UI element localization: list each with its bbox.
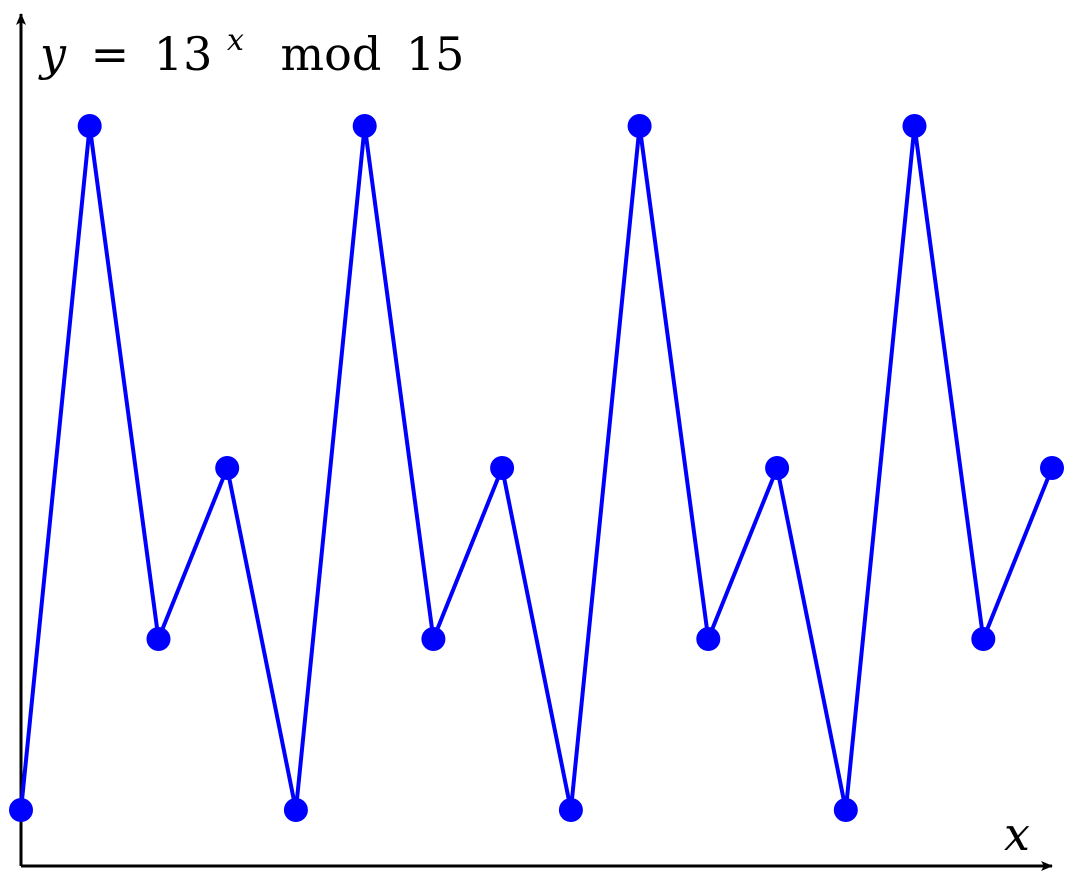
title-exponent: x: [227, 23, 244, 58]
data-point-0: [9, 798, 33, 822]
data-point-2: [146, 627, 171, 651]
data-point-10: [696, 627, 721, 651]
data-series: [9, 114, 1064, 822]
data-point-3: [215, 456, 240, 480]
data-point-14: [971, 627, 996, 651]
title-y: y: [38, 27, 67, 81]
data-point-9: [627, 114, 652, 138]
data-point-7: [490, 456, 515, 480]
title-base: 13: [154, 27, 213, 81]
title-modulus: 15: [406, 27, 465, 81]
data-point-5: [352, 114, 377, 138]
data-point-8: [558, 798, 583, 822]
chart-title: y = 13 x mod 15: [38, 7, 464, 81]
title-mod: mod: [281, 27, 382, 81]
data-point-4: [283, 798, 308, 822]
data-point-13: [902, 114, 927, 138]
x-axis-label: x: [1004, 807, 1030, 861]
data-point-15: [1040, 456, 1064, 480]
data-point-11: [765, 456, 790, 480]
data-point-1: [77, 114, 102, 138]
series-line: [19, 124, 1054, 812]
data-point-6: [421, 627, 446, 651]
data-point-12: [833, 798, 858, 822]
title-equals: =: [91, 27, 130, 81]
